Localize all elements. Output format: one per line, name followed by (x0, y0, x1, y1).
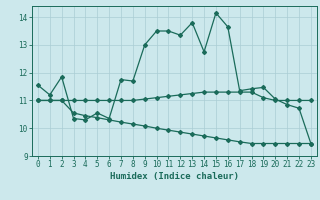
X-axis label: Humidex (Indice chaleur): Humidex (Indice chaleur) (110, 172, 239, 181)
